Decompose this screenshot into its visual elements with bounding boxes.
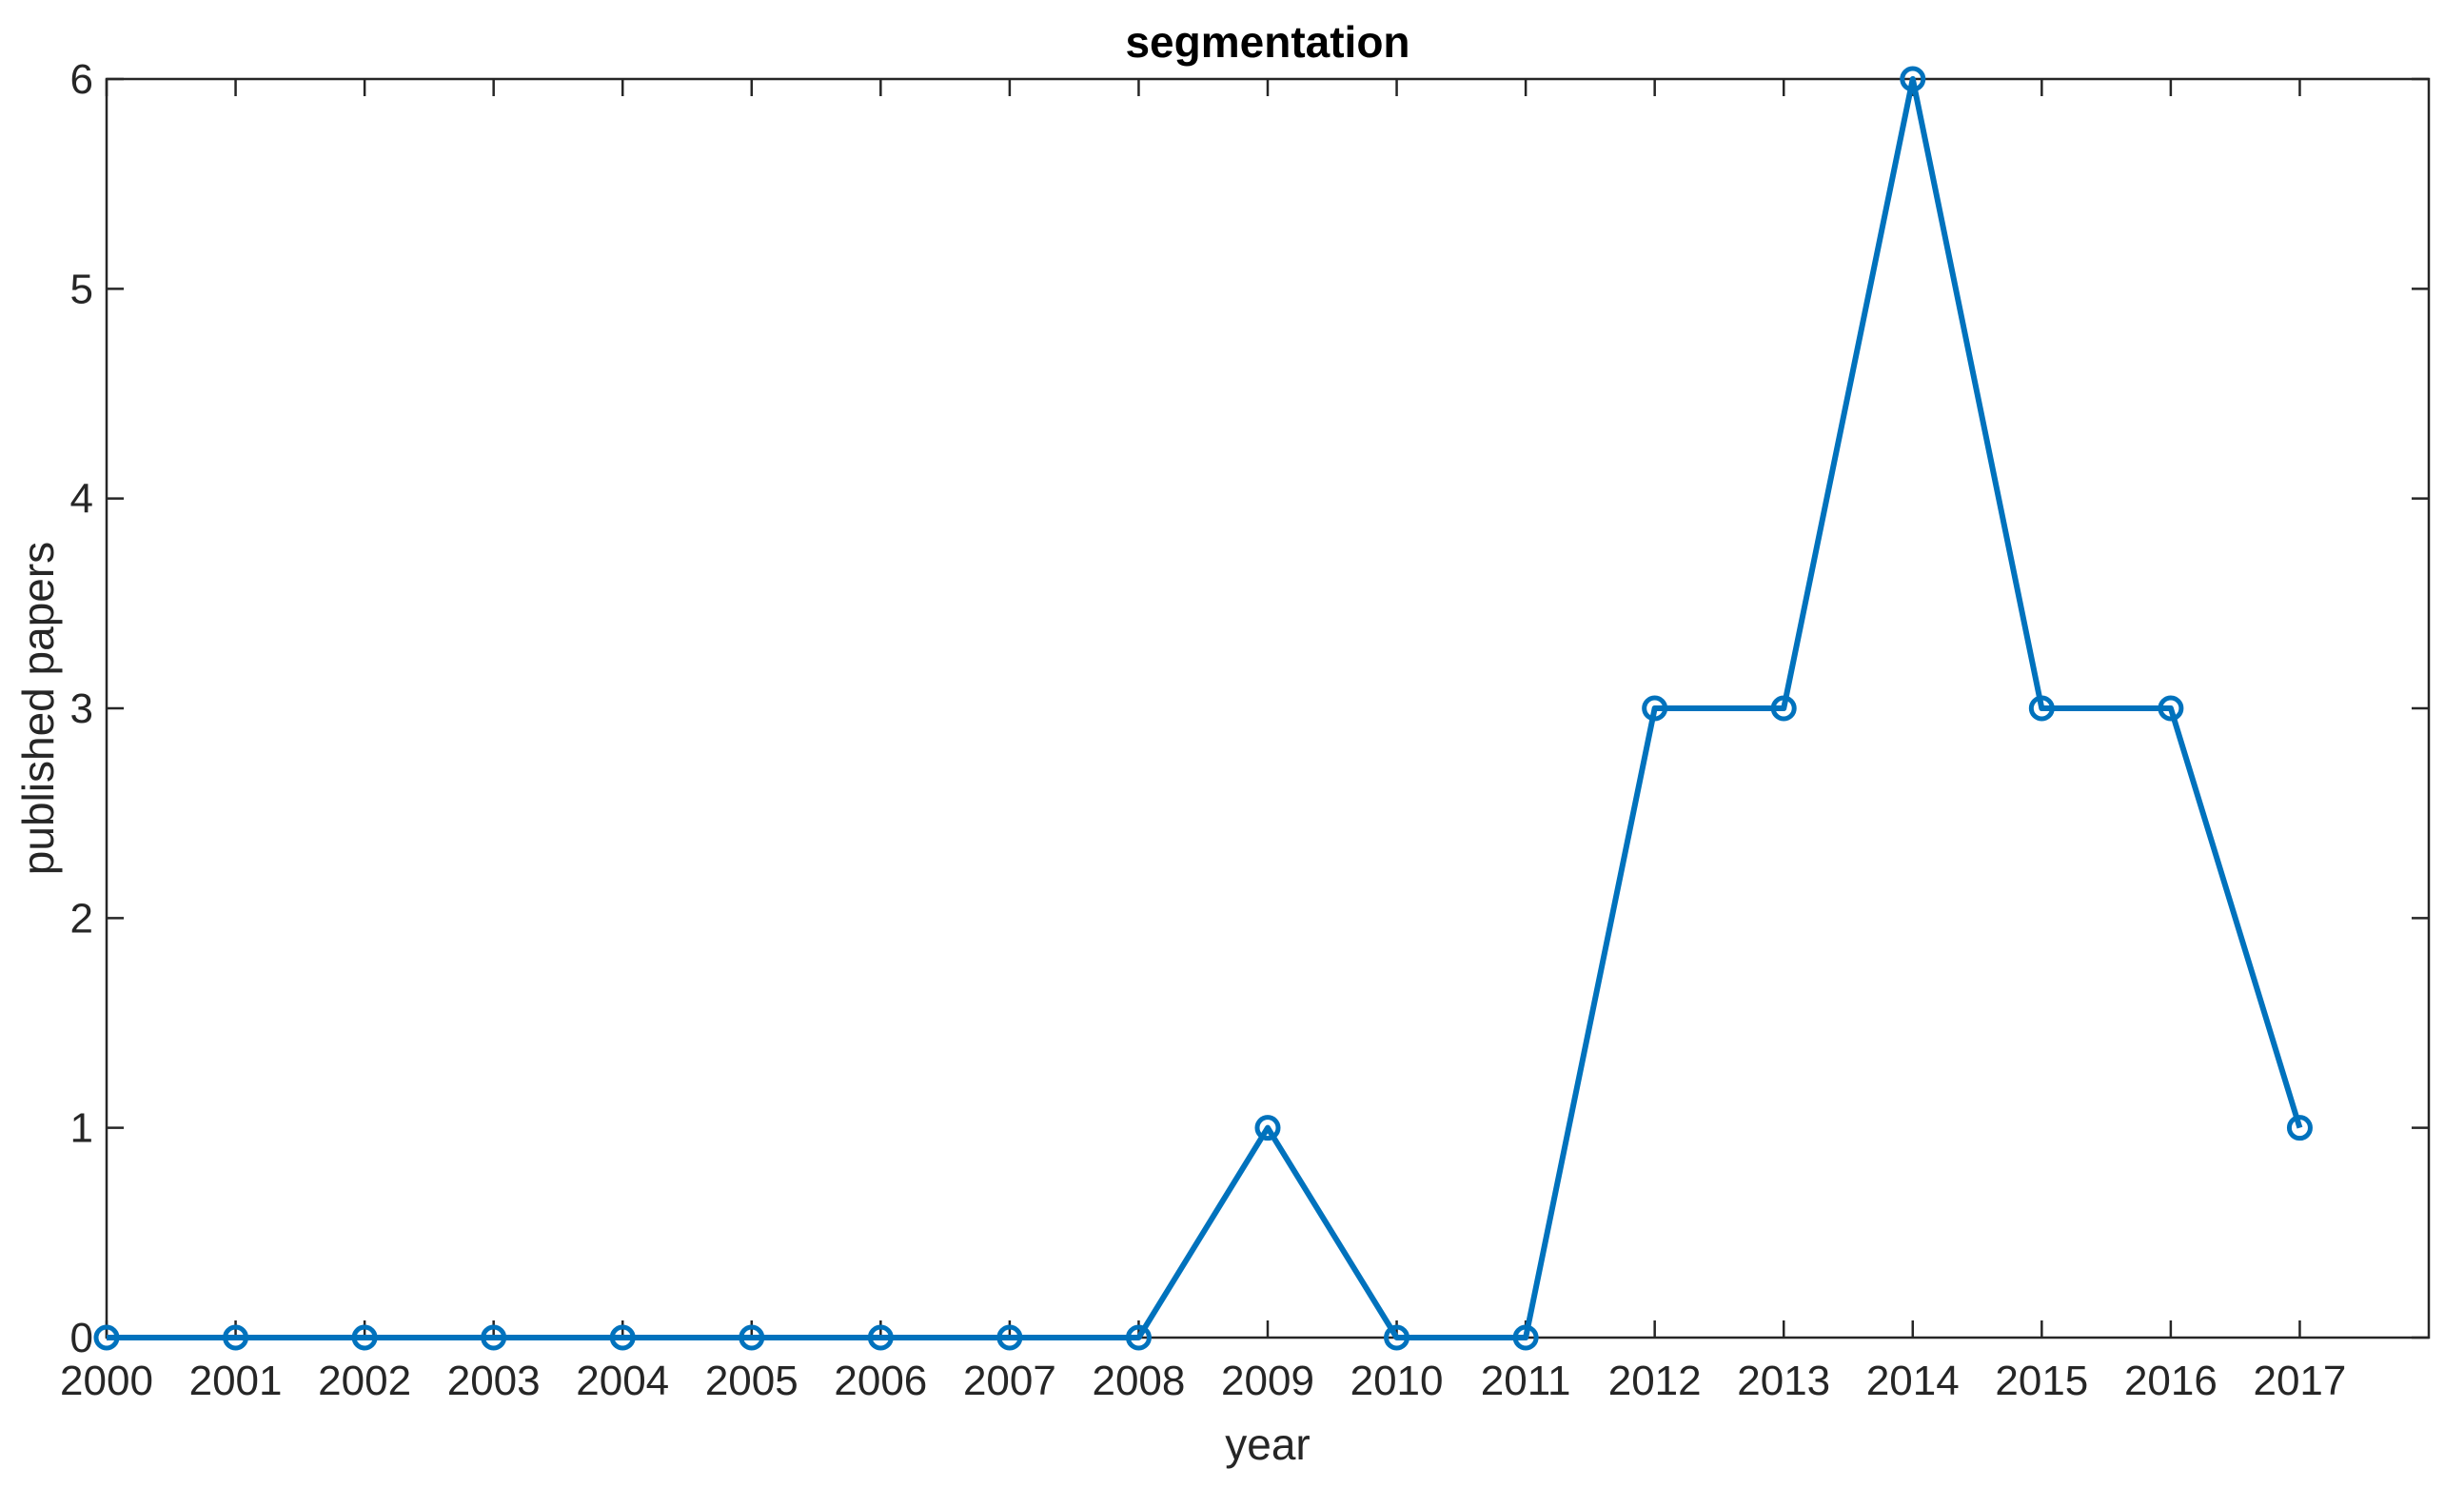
data-point [2286, 1115, 2313, 1141]
x-tick-label: 2017 [2253, 1358, 2346, 1404]
x-tick-label: 2008 [1092, 1358, 1185, 1404]
y-tick-label: 4 [70, 476, 93, 523]
y-tick-label: 0 [70, 1315, 93, 1361]
x-tick-label: 2015 [1995, 1358, 2088, 1404]
y-tick-label: 6 [70, 56, 93, 103]
data-point [739, 1324, 765, 1351]
data-point [1384, 1324, 1410, 1351]
series-layer [93, 66, 2313, 1351]
x-tick-label: 2007 [963, 1358, 1056, 1404]
x-tick-label: 2012 [1608, 1358, 1702, 1404]
y-tick-label: 2 [70, 895, 93, 942]
chart-title: segmentation [1125, 17, 1409, 67]
data-point [2028, 695, 2055, 722]
x-tick-label: 2000 [60, 1358, 153, 1404]
y-tick-label: 1 [70, 1105, 93, 1152]
data-point [1642, 695, 1668, 722]
x-axis-ticks: 2000 2001 2002 2003 2004 2005 2006 2007 2008 2009… [60, 79, 2346, 1404]
x-tick-label: 2016 [2124, 1358, 2218, 1404]
x-tick-label: 2005 [705, 1358, 798, 1404]
x-tick-label: 2011 [1481, 1358, 1571, 1404]
data-point [2158, 695, 2184, 722]
x-tick-label: 2009 [1221, 1358, 1314, 1404]
data-point [1770, 695, 1797, 722]
x-tick-label: 2004 [576, 1358, 669, 1404]
data-point [481, 1324, 507, 1351]
y-axis-ticks: 0 1 2 3 4 5 6 [70, 56, 2429, 1361]
x-tick-label: 2006 [834, 1358, 927, 1404]
series-line [107, 76, 2303, 1340]
data-point [351, 1324, 378, 1351]
y-axis-label: published papers [13, 542, 63, 875]
data-point [1900, 66, 1926, 92]
x-tick-label: 2003 [447, 1358, 541, 1404]
data-point [609, 1324, 636, 1351]
y-tick-label: 3 [70, 685, 93, 732]
y-tick-label: 5 [70, 266, 93, 312]
data-point [1512, 1324, 1539, 1351]
x-tick-label: 2013 [1737, 1358, 1830, 1404]
data-point [1125, 1324, 1152, 1351]
data-point [93, 1324, 120, 1351]
x-tick-label: 2010 [1350, 1358, 1444, 1404]
x-tick-label: 2001 [189, 1358, 283, 1404]
x-axis-label: year [1225, 1419, 1310, 1469]
data-point [867, 1324, 894, 1351]
data-point [223, 1324, 249, 1351]
data-point [1254, 1115, 1281, 1141]
x-tick-label: 2002 [318, 1358, 411, 1404]
x-tick-label: 2014 [1866, 1358, 1960, 1404]
data-point [996, 1324, 1023, 1351]
